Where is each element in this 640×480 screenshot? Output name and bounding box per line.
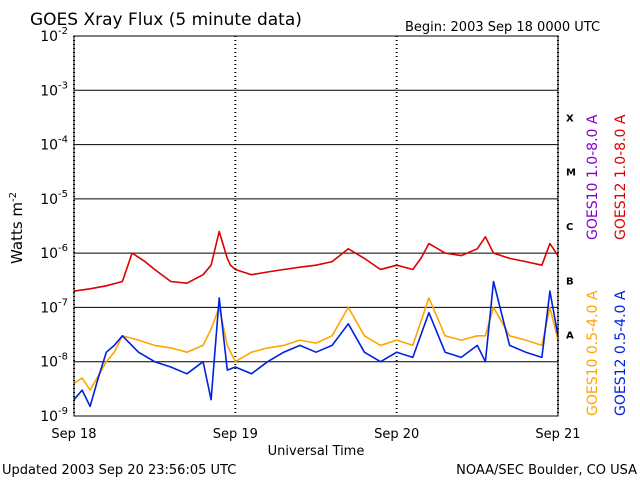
y-tick-label: 10-5 xyxy=(40,189,68,208)
flare-class-m: M xyxy=(566,168,576,179)
y-tick-label: 10-3 xyxy=(40,80,68,99)
y-tick-labels: 10-910-810-710-610-510-410-310-2 xyxy=(40,26,68,425)
flare-class-labels: A B C M X xyxy=(566,113,576,341)
y-tick-label: 10-2 xyxy=(40,26,68,45)
y-tick-exp: -3 xyxy=(58,80,68,91)
x-tick-label: Sep 18 xyxy=(51,427,96,442)
footer-credit: NOAA/SEC Boulder, CO USA xyxy=(456,463,637,478)
flare-class-c: C xyxy=(566,222,573,233)
x-tick-label: Sep 21 xyxy=(535,427,580,442)
gridlines xyxy=(74,89,558,363)
legend-goes10-0-5-4-0-a: GOES10 0.5-4.0 A xyxy=(585,290,601,416)
y-tick-base: 10 xyxy=(40,138,58,154)
y-tick-base: 10 xyxy=(40,409,58,425)
x-tick-label: Sep 19 xyxy=(213,427,258,442)
y-tick-label: 10-4 xyxy=(40,135,68,154)
legend: GOES10 1.0-8.0 A GOES12 1.0-8.0 A GOES10 0… xyxy=(585,114,629,416)
flare-class-a: A xyxy=(566,331,574,342)
legend-goes12-0-5-4-0-a: GOES12 0.5-4.0 A xyxy=(613,290,629,416)
y-tick-label: 10-9 xyxy=(40,406,68,425)
legend-goes10-1-0-8-0-a: GOES10 1.0-8.0 A xyxy=(585,114,601,240)
begin-label: Begin: 2003 Sep 18 0000 UTC xyxy=(405,20,600,35)
y-tick-exp: -2 xyxy=(58,26,68,37)
series-goes12-1-0-8-0-a xyxy=(73,230,559,292)
y-tick-exp: -6 xyxy=(58,243,68,254)
series-lines xyxy=(73,230,559,408)
x-axis-label: Universal Time xyxy=(268,444,365,459)
y-tick-base: 10 xyxy=(40,355,58,371)
y-tick-base: 10 xyxy=(40,192,58,208)
y-tick-base: 10 xyxy=(40,83,58,99)
y-tick-base: 10 xyxy=(40,300,58,316)
legend-goes12-1-0-8-0-a: GOES12 1.0-8.0 A xyxy=(613,114,629,240)
x-tick-labels: Sep 18 Sep 19 Sep 20 Sep 21 xyxy=(51,427,580,442)
y-tick-base: 10 xyxy=(40,246,58,262)
y-axis-label-text: Watts m xyxy=(8,202,26,264)
plot-frame xyxy=(73,35,559,417)
y-axis-label-sup: -2 xyxy=(8,192,19,202)
y-tick-label: 10-7 xyxy=(40,297,68,316)
y-tick-exp: -7 xyxy=(58,297,68,308)
y-tick-exp: -4 xyxy=(58,135,68,146)
y-tick-exp: -8 xyxy=(58,352,68,363)
x-tick-label: Sep 20 xyxy=(374,427,419,442)
y-axis-label: Watts m-2 xyxy=(8,192,26,264)
series-goes12-0-5-4-0-a xyxy=(73,280,559,408)
y-tick-label: 10-6 xyxy=(40,243,68,262)
y-tick-label: 10-8 xyxy=(40,352,68,371)
flare-class-b: B xyxy=(566,276,574,287)
flare-class-x: X xyxy=(566,113,574,124)
chart-title: GOES Xray Flux (5 minute data) xyxy=(30,10,302,30)
series-goes10-0-5-4-0-a xyxy=(73,297,559,391)
y-tick-exp: -9 xyxy=(58,406,68,417)
y-tick-base: 10 xyxy=(40,29,58,45)
y-tick-exp: -5 xyxy=(58,189,68,200)
footer-updated: Updated 2003 Sep 20 23:56:05 UTC xyxy=(2,463,236,478)
